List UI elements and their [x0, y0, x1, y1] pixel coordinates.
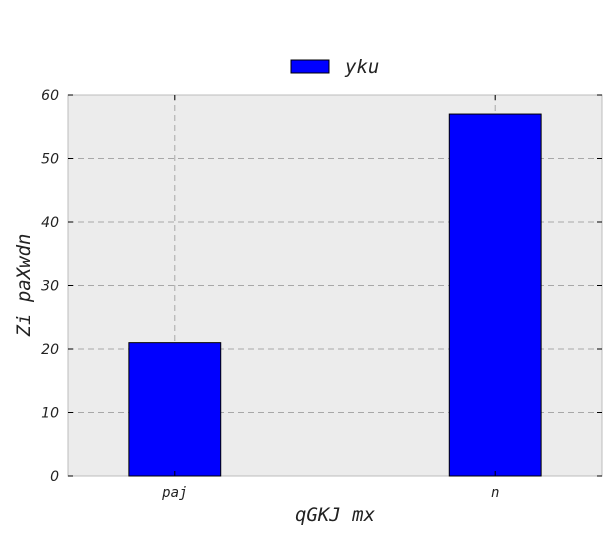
- x-tick-label: n: [491, 485, 499, 501]
- bar-n: [448, 113, 542, 477]
- y-tick-label: 60: [41, 88, 59, 104]
- bars: [128, 113, 542, 477]
- legend-label-yku: yku: [344, 56, 379, 78]
- x-tick-label: paj: [161, 485, 187, 501]
- y-tick-label: 0: [50, 469, 59, 485]
- axis-ticks: [68, 94, 602, 477]
- y-tick-label: 50: [41, 152, 59, 168]
- legend-swatch-yku: [290, 59, 330, 74]
- y-tick-label: 40: [41, 215, 59, 231]
- y-tick-label: 30: [41, 279, 59, 295]
- y-tick-label: 20: [41, 342, 59, 358]
- legend: yku: [290, 56, 379, 78]
- x-axis-label: qGKJ mx: [295, 504, 376, 526]
- y-axis-label: Zi paXwdn: [13, 234, 35, 338]
- x-axis-tick-labels: paj n: [161, 485, 499, 501]
- y-tick-label: 10: [41, 406, 59, 422]
- y-axis-tick-labels: 0 10 20 30 40 50 60: [41, 88, 59, 485]
- bar-paj: [128, 342, 222, 477]
